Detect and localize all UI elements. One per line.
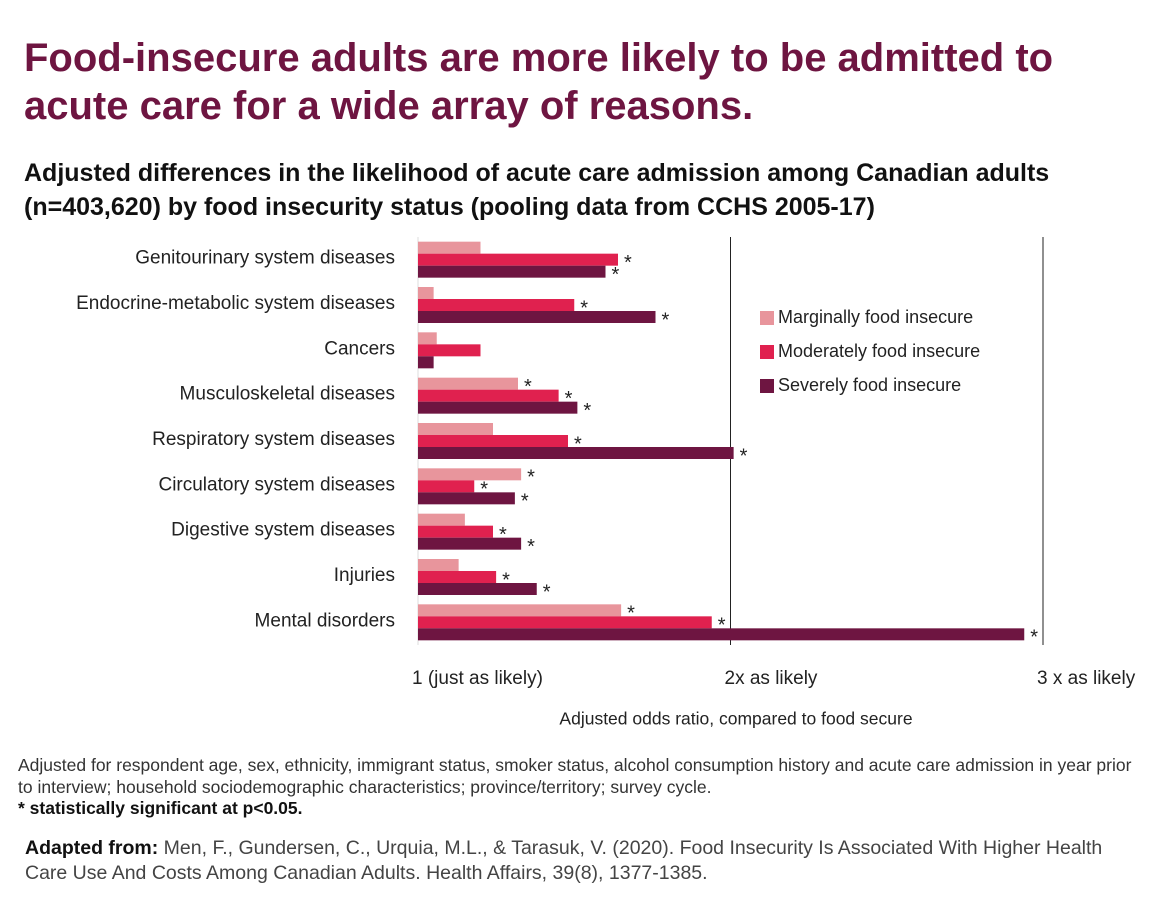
significance-marker: * <box>565 388 573 410</box>
bar <box>418 423 493 435</box>
significance-marker: * <box>502 569 510 591</box>
significance-marker: * <box>521 491 529 513</box>
bar <box>418 480 475 493</box>
bar <box>418 265 606 278</box>
y-tick-label: Respiratory system diseases <box>152 429 395 450</box>
chart-title: Food-insecure adults are more likely to … <box>24 36 1054 128</box>
significance-marker: * <box>574 433 582 455</box>
footnote: Adjusted for respondent age, sex, ethnic… <box>18 755 1132 797</box>
significance-marker: * <box>740 445 748 467</box>
significance-marker: * <box>543 581 551 603</box>
x-tick-label: 3 x as likely <box>1037 668 1136 689</box>
significance-marker: * <box>1030 627 1038 649</box>
bar <box>418 468 522 481</box>
legend-label: Moderately food insecure <box>778 341 980 361</box>
bar <box>418 628 1025 641</box>
bar <box>418 447 734 459</box>
y-tick-label: Genitourinary system diseases <box>135 248 395 269</box>
source-text: Men, F., Gundersen, C., Urquia, M.L., & … <box>25 837 1103 884</box>
y-tick-label: Endocrine-metabolic system diseases <box>76 293 395 314</box>
bar <box>418 241 481 254</box>
y-tick-label: Cancers <box>324 338 395 359</box>
significance-marker: * <box>612 264 620 286</box>
bar <box>418 299 575 311</box>
significance-marker: * <box>624 252 632 274</box>
bar <box>418 492 515 505</box>
bar <box>418 571 497 583</box>
y-tick-label: Mental disorders <box>255 610 395 631</box>
bar <box>418 332 437 345</box>
y-tick-label: Injuries <box>334 565 395 586</box>
significance-marker: * <box>718 615 726 637</box>
significance-marker: * <box>527 536 535 558</box>
significance-note: * statistically significant at p<0.05. <box>18 798 303 818</box>
bar <box>418 537 522 550</box>
bar <box>418 356 434 369</box>
y-tick-label: Circulatory system diseases <box>158 474 395 495</box>
significance-marker: * <box>480 479 488 501</box>
bar <box>418 401 578 414</box>
significance-marker: * <box>583 400 591 422</box>
legend-label: Marginally food insecure <box>778 307 973 327</box>
bar <box>418 344 481 357</box>
bar <box>418 559 459 571</box>
legend-swatch <box>760 379 774 393</box>
legend-swatch <box>760 345 774 359</box>
y-tick-label: Musculoskeletal diseases <box>180 384 395 405</box>
bar <box>418 513 465 526</box>
bar <box>418 435 568 447</box>
significance-marker: * <box>627 603 635 625</box>
bar <box>418 604 622 617</box>
significance-marker: * <box>499 524 507 546</box>
y-tick-label: Digestive system diseases <box>171 520 395 541</box>
significance-marker: * <box>580 297 588 319</box>
significance-marker: * <box>527 467 535 489</box>
x-axis-label: Adjusted odds ratio, compared to food se… <box>559 709 912 729</box>
bar <box>418 616 712 629</box>
significance-marker: * <box>662 309 670 331</box>
bar <box>418 287 434 299</box>
bar <box>418 311 656 323</box>
chart: 1 (just as likely) 2x as likely 3 x as lik… <box>76 237 1136 729</box>
x-tick-label: 1 (just as likely) <box>412 668 543 689</box>
legend-label: Severely food insecure <box>778 375 961 395</box>
bar <box>418 377 518 390</box>
source: Adapted from: Men, F., Gundersen, C., Ur… <box>25 836 1125 886</box>
bar <box>418 583 537 595</box>
source-label: Adapted from: <box>25 837 159 859</box>
legend-swatch <box>760 311 774 325</box>
significance-marker: * <box>524 376 532 398</box>
x-tick-label: 2x as likely <box>725 668 818 689</box>
chart-subtitle: Adjusted differences in the likelihood o… <box>24 159 1050 221</box>
bar <box>418 253 618 266</box>
bar <box>418 389 559 402</box>
bar <box>418 525 493 538</box>
